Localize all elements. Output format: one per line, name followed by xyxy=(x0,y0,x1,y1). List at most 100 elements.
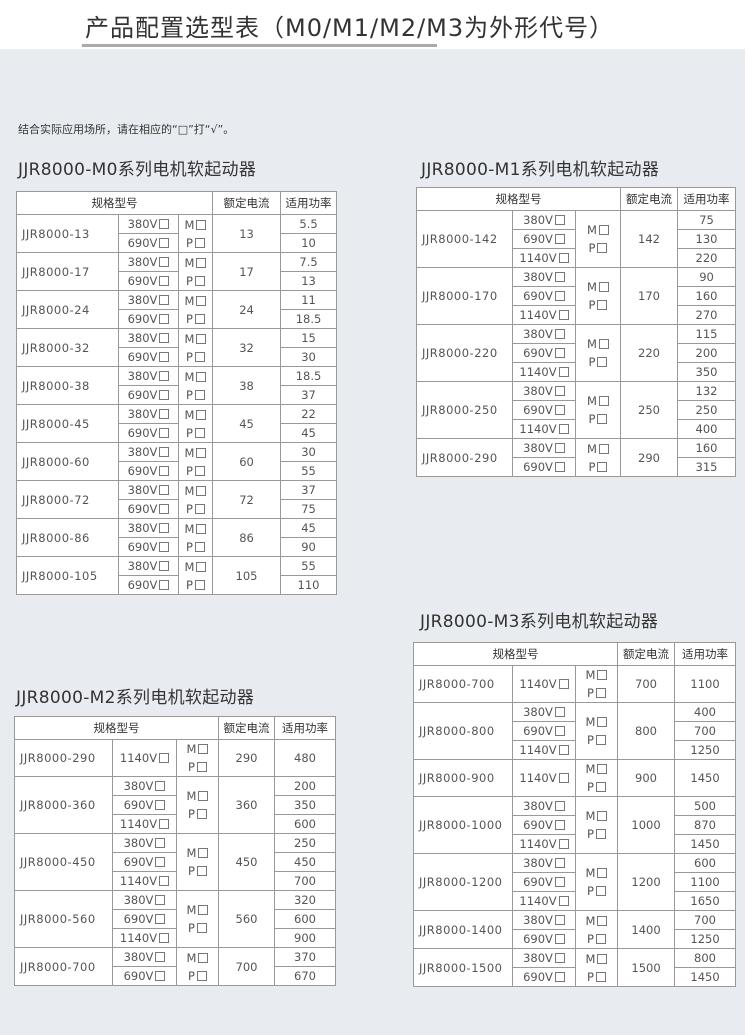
voltage-checkbox[interactable] xyxy=(558,310,569,320)
mode-checkbox[interactable] xyxy=(597,300,608,310)
voltage-checkbox[interactable] xyxy=(159,561,170,571)
voltage-checkbox[interactable] xyxy=(155,895,166,905)
voltage-checkbox[interactable] xyxy=(159,819,170,829)
voltage-checkbox[interactable] xyxy=(554,915,565,925)
voltage-checkbox[interactable] xyxy=(159,371,170,381)
mode-checkbox[interactable] xyxy=(597,868,608,878)
voltage-checkbox[interactable] xyxy=(554,934,565,944)
voltage-checkbox[interactable] xyxy=(159,523,170,533)
mode-checkbox[interactable] xyxy=(595,782,606,792)
voltage-checkbox[interactable] xyxy=(155,952,166,962)
voltage-checkbox[interactable] xyxy=(159,409,170,419)
voltage-checkbox[interactable] xyxy=(554,386,565,396)
voltage-checkbox[interactable] xyxy=(554,858,565,868)
voltage-checkbox[interactable] xyxy=(554,329,565,339)
voltage-checkbox[interactable] xyxy=(554,953,565,963)
voltage-checkbox[interactable] xyxy=(159,504,170,514)
voltage-checkbox[interactable] xyxy=(554,801,565,811)
mode-checkbox[interactable] xyxy=(194,275,205,286)
mode-checkbox[interactable] xyxy=(194,503,205,514)
voltage-checkbox[interactable] xyxy=(554,972,565,982)
voltage-checkbox[interactable] xyxy=(554,877,565,887)
voltage-checkbox[interactable] xyxy=(554,348,565,358)
voltage-checkbox[interactable] xyxy=(558,745,569,755)
mode-checkbox[interactable] xyxy=(196,219,207,230)
voltage-checkbox[interactable] xyxy=(159,295,170,305)
mode-checkbox[interactable] xyxy=(198,848,209,858)
mode-checkbox[interactable] xyxy=(597,953,608,964)
mode-checkbox[interactable] xyxy=(194,237,205,248)
mode-checkbox[interactable] xyxy=(196,970,207,981)
voltage-checkbox[interactable] xyxy=(159,428,170,438)
mode-checkbox[interactable] xyxy=(595,933,606,944)
voltage-checkbox[interactable] xyxy=(155,781,166,791)
mode-checkbox[interactable] xyxy=(595,829,606,839)
voltage-checkbox[interactable] xyxy=(159,485,170,495)
mode-checkbox[interactable] xyxy=(597,461,608,472)
voltage-checkbox[interactable] xyxy=(159,352,170,362)
mode-checkbox[interactable] xyxy=(598,396,609,406)
voltage-checkbox[interactable] xyxy=(554,272,565,282)
voltage-checkbox[interactable] xyxy=(159,257,170,267)
voltage-checkbox[interactable] xyxy=(554,405,565,415)
mode-checkbox[interactable] xyxy=(597,357,608,367)
voltage-checkbox[interactable] xyxy=(155,857,166,867)
mode-checkbox[interactable] xyxy=(194,579,205,590)
voltage-checkbox[interactable] xyxy=(159,542,170,552)
mode-checkbox[interactable] xyxy=(198,744,209,754)
voltage-checkbox[interactable] xyxy=(155,800,166,810)
mode-checkbox[interactable] xyxy=(196,809,207,819)
mode-checkbox[interactable] xyxy=(194,389,205,400)
mode-checkbox[interactable] xyxy=(598,339,609,349)
mode-checkbox[interactable] xyxy=(597,670,608,680)
voltage-checkbox[interactable] xyxy=(558,679,569,689)
mode-checkbox[interactable] xyxy=(595,735,606,745)
mode-checkbox[interactable] xyxy=(598,443,609,454)
mode-checkbox[interactable] xyxy=(595,688,606,698)
voltage-checkbox[interactable] xyxy=(159,447,170,457)
voltage-checkbox[interactable] xyxy=(554,215,565,225)
mode-checkbox[interactable] xyxy=(194,541,205,552)
mode-checkbox[interactable] xyxy=(196,371,207,382)
voltage-checkbox[interactable] xyxy=(554,707,565,717)
voltage-checkbox[interactable] xyxy=(159,314,170,324)
voltage-checkbox[interactable] xyxy=(558,773,569,783)
voltage-checkbox[interactable] xyxy=(558,253,569,263)
mode-checkbox[interactable] xyxy=(597,764,608,774)
voltage-checkbox[interactable] xyxy=(159,219,170,229)
mode-checkbox[interactable] xyxy=(194,351,205,362)
mode-checkbox[interactable] xyxy=(595,886,606,896)
voltage-checkbox[interactable] xyxy=(159,238,170,248)
mode-checkbox[interactable] xyxy=(597,243,608,253)
mode-checkbox[interactable] xyxy=(196,523,207,534)
mode-checkbox[interactable] xyxy=(196,447,207,458)
mode-checkbox[interactable] xyxy=(198,791,209,801)
voltage-checkbox[interactable] xyxy=(159,466,170,476)
mode-checkbox[interactable] xyxy=(598,282,609,292)
mode-checkbox[interactable] xyxy=(194,313,205,324)
mode-checkbox[interactable] xyxy=(597,717,608,727)
voltage-checkbox[interactable] xyxy=(159,333,170,343)
voltage-checkbox[interactable] xyxy=(554,443,565,453)
mode-checkbox[interactable] xyxy=(196,866,207,876)
voltage-checkbox[interactable] xyxy=(159,753,170,763)
mode-checkbox[interactable] xyxy=(597,811,608,821)
mode-checkbox[interactable] xyxy=(196,561,207,572)
mode-checkbox[interactable] xyxy=(196,762,207,772)
voltage-checkbox[interactable] xyxy=(558,839,569,849)
voltage-checkbox[interactable] xyxy=(554,820,565,830)
mode-checkbox[interactable] xyxy=(597,414,608,424)
voltage-checkbox[interactable] xyxy=(155,914,166,924)
voltage-checkbox[interactable] xyxy=(558,367,569,377)
mode-checkbox[interactable] xyxy=(598,225,609,235)
voltage-checkbox[interactable] xyxy=(554,462,565,472)
voltage-checkbox[interactable] xyxy=(558,896,569,906)
mode-checkbox[interactable] xyxy=(595,971,606,982)
voltage-checkbox[interactable] xyxy=(554,234,565,244)
mode-checkbox[interactable] xyxy=(198,905,209,915)
voltage-checkbox[interactable] xyxy=(155,838,166,848)
voltage-checkbox[interactable] xyxy=(155,971,166,981)
mode-checkbox[interactable] xyxy=(196,485,207,496)
voltage-checkbox[interactable] xyxy=(159,933,170,943)
voltage-checkbox[interactable] xyxy=(554,291,565,301)
